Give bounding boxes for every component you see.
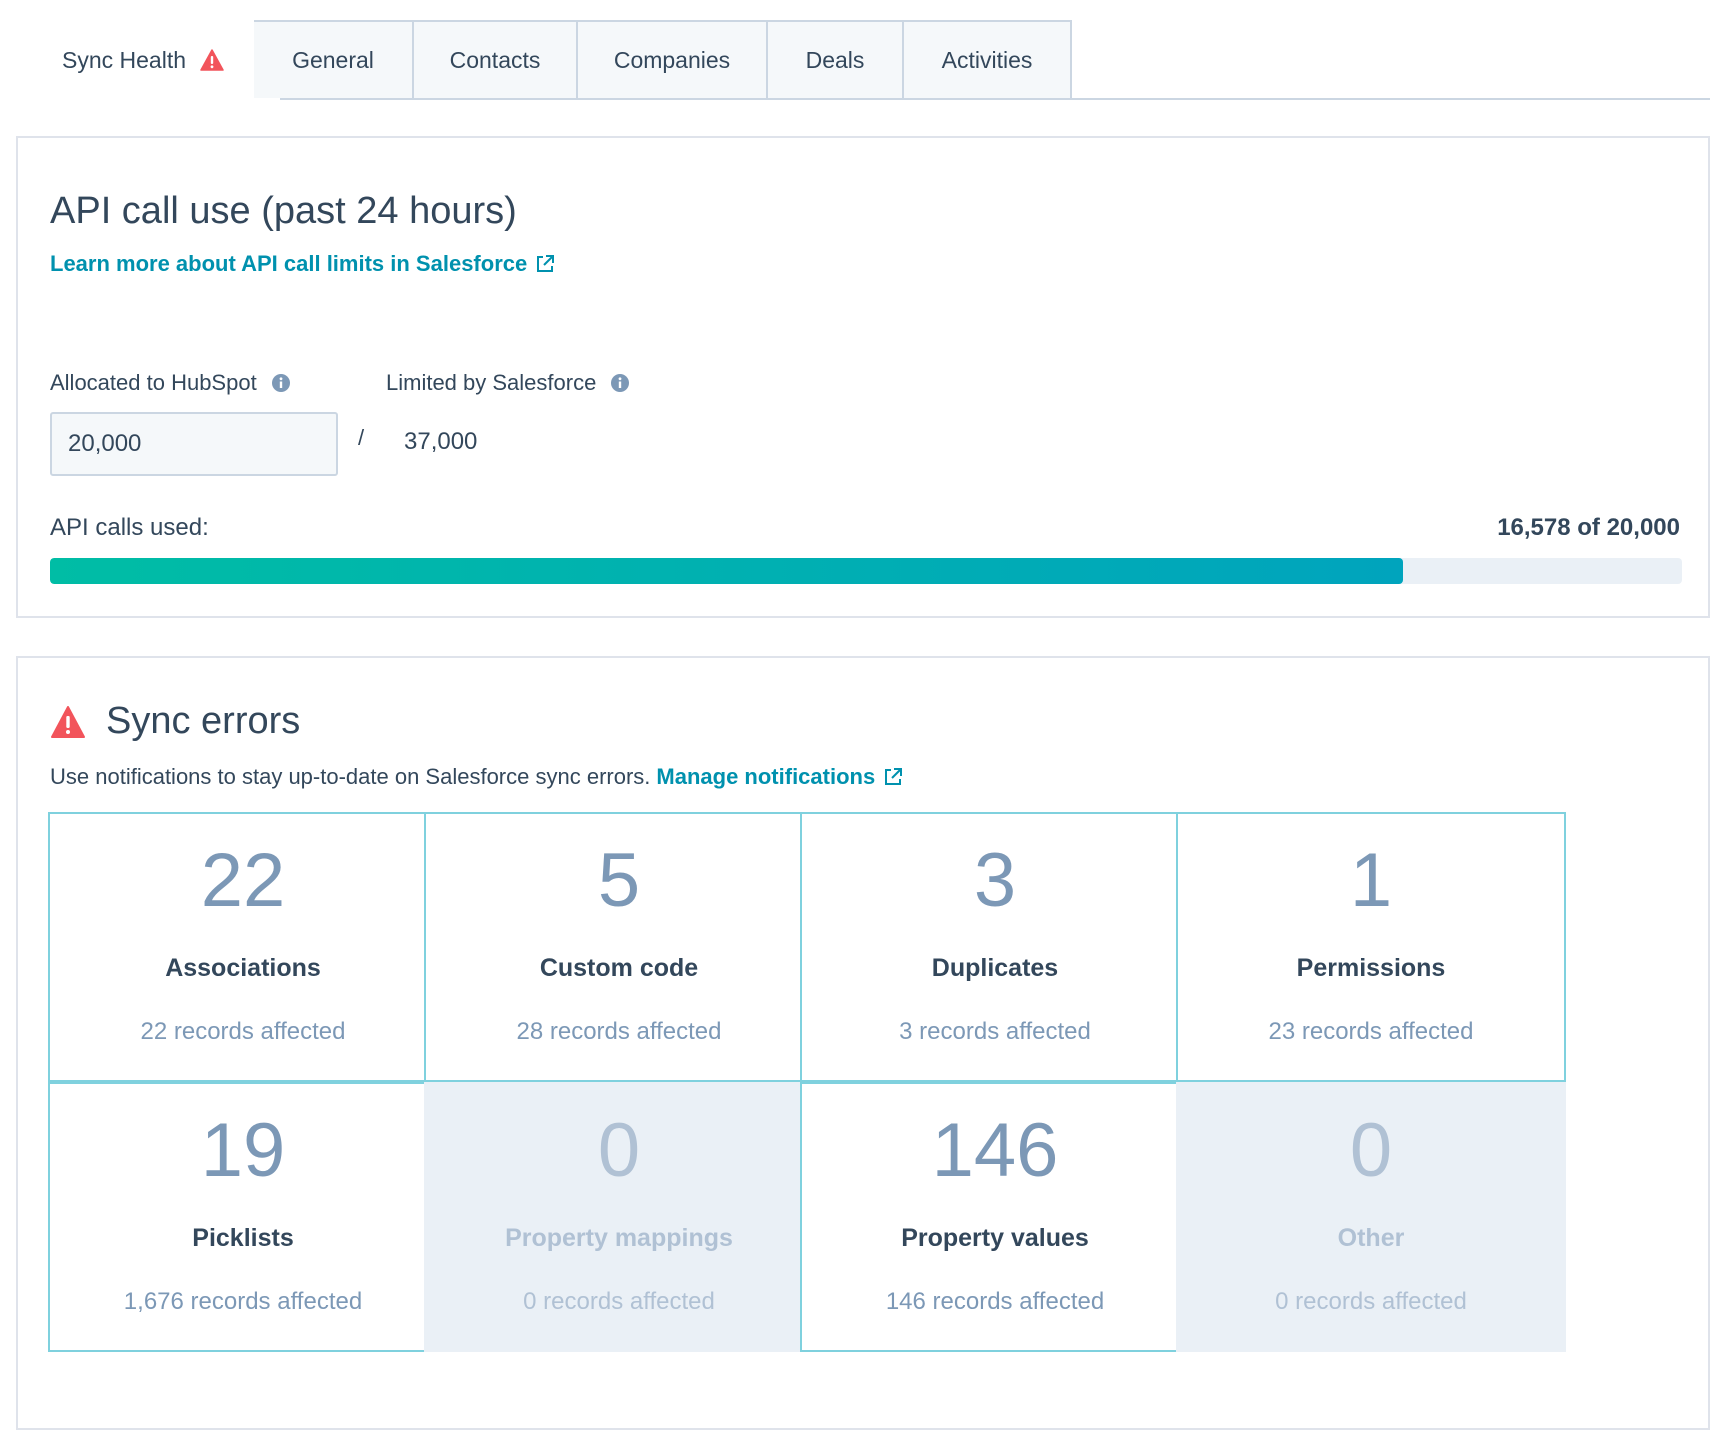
error-count: 0: [1349, 1108, 1393, 1193]
error-count: 3: [973, 838, 1017, 923]
error-tile-associations[interactable]: 22 Associations 22 records affected: [48, 812, 438, 1082]
allocated-label-text: Allocated to HubSpot: [50, 370, 257, 395]
tab-general[interactable]: General: [254, 20, 414, 98]
records-affected: 146 records affected: [885, 1288, 1105, 1315]
error-count: 0: [597, 1108, 641, 1193]
tab-label: Deals: [805, 46, 865, 73]
error-category-name: Property values: [901, 1224, 1089, 1252]
limited-label-text: Limited by Salesforce: [386, 370, 597, 395]
api-usage-progress-fill: [50, 558, 1403, 584]
tab-companies[interactable]: Companies: [578, 20, 768, 98]
error-category-name: Permissions: [1296, 954, 1446, 982]
api-call-use-title: API call use (past 24 hours): [50, 190, 517, 232]
sync-errors-description: Use notifications to stay up-to-date on …: [50, 764, 903, 790]
error-tile-duplicates[interactable]: 3 Duplicates 3 records affected: [800, 812, 1190, 1082]
records-affected: 1,676 records affected: [123, 1288, 363, 1315]
warning-icon: [51, 705, 85, 738]
error-tile-property-mappings: 0 Property mappings 0 records affected: [424, 1082, 814, 1352]
warning-icon: [200, 49, 224, 71]
info-icon[interactable]: [271, 373, 291, 393]
error-category-name: Duplicates: [931, 954, 1059, 982]
error-tile-other: 0 Other 0 records affected: [1176, 1082, 1566, 1352]
records-affected: 3 records affected: [899, 1018, 1091, 1045]
tab-label: Activities: [941, 46, 1033, 73]
error-category-name: Property mappings: [505, 1224, 733, 1252]
error-tile-picklists[interactable]: 19 Picklists 1,676 records affected: [48, 1082, 438, 1352]
api-limits-link[interactable]: Learn more about API call limits in Sale…: [50, 251, 555, 277]
api-calls-used-value: 16,578 of 20,000: [1497, 514, 1680, 541]
records-affected: 0 records affected: [1275, 1288, 1467, 1315]
api-usage-progress-bar: [50, 558, 1682, 584]
sync-errors-description-text: Use notifications to stay up-to-date on …: [50, 764, 651, 789]
records-affected: 22 records affected: [140, 1018, 346, 1045]
tab-label: Sync Health: [62, 46, 187, 73]
error-count: 5: [597, 838, 641, 923]
tab-label: Companies: [613, 46, 731, 73]
limited-label: Limited by Salesforce: [386, 370, 630, 396]
error-count: 22: [200, 838, 286, 923]
settings-tabs: Sync Health General Contacts Companies D…: [16, 20, 1710, 100]
separator: /: [358, 425, 365, 450]
allocated-label: Allocated to HubSpot: [50, 370, 291, 396]
error-tile-property-values[interactable]: 146 Property values 146 records affected: [800, 1082, 1190, 1352]
api-limits-link-label: Learn more about API call limits in Sale…: [50, 251, 528, 276]
error-category-name: Associations: [165, 954, 321, 982]
error-tile-custom-code[interactable]: 5 Custom code 28 records affected: [424, 812, 814, 1082]
manage-notifications-label: Manage notifications: [656, 764, 876, 789]
manage-notifications-link[interactable]: Manage notifications: [656, 764, 903, 790]
error-count: 146: [931, 1108, 1059, 1193]
sync-errors-card: Sync errors Use notifications to stay up…: [16, 656, 1710, 1430]
tab-label: General: [292, 46, 374, 73]
limited-value: 37,000: [404, 428, 478, 455]
error-count: 1: [1349, 838, 1393, 923]
records-affected: 0 records affected: [523, 1288, 715, 1315]
error-category-name: Custom code: [539, 954, 699, 982]
records-affected: 23 records affected: [1268, 1018, 1474, 1045]
info-icon[interactable]: [610, 373, 630, 393]
tab-sync-health[interactable]: Sync Health: [16, 20, 254, 100]
external-link-icon: [885, 768, 903, 785]
tab-label: Contacts: [449, 46, 541, 73]
tab-contacts[interactable]: Contacts: [414, 20, 578, 98]
error-count: 19: [200, 1108, 286, 1193]
external-link-icon: [537, 255, 555, 272]
api-call-use-card: API call use (past 24 hours) Learn more …: [16, 136, 1710, 618]
error-category-name: Picklists: [192, 1224, 294, 1252]
tab-activities[interactable]: Activities: [904, 20, 1072, 98]
allocated-input[interactable]: [50, 412, 338, 476]
error-category-name: Other: [1337, 1224, 1405, 1252]
records-affected: 28 records affected: [516, 1018, 722, 1045]
tab-deals[interactable]: Deals: [768, 20, 904, 98]
sync-errors-heading: Sync errors: [50, 700, 300, 743]
tabs-underline: [280, 98, 1710, 100]
error-tile-permissions[interactable]: 1 Permissions 23 records affected: [1176, 812, 1566, 1082]
sync-errors-title: Sync errors: [106, 700, 301, 742]
api-calls-used-label: API calls used:: [50, 514, 209, 541]
